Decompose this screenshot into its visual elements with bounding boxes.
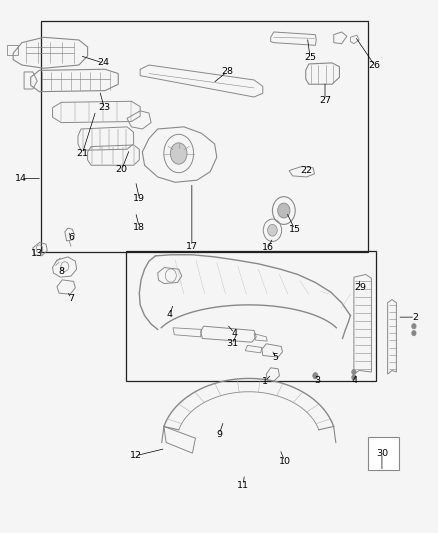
Text: 21: 21	[76, 149, 88, 158]
Ellipse shape	[170, 143, 187, 164]
Text: 10: 10	[279, 457, 291, 465]
Ellipse shape	[278, 203, 290, 218]
Text: 28: 28	[221, 68, 233, 76]
Text: 24: 24	[97, 59, 109, 67]
Text: 30: 30	[376, 449, 388, 457]
Text: 16: 16	[262, 244, 274, 252]
Text: 4: 4	[352, 376, 358, 384]
Text: 29: 29	[354, 284, 367, 292]
Text: 12: 12	[130, 451, 142, 460]
Ellipse shape	[268, 224, 277, 236]
Ellipse shape	[352, 369, 356, 375]
Text: 22: 22	[300, 166, 313, 175]
Text: 18: 18	[133, 223, 145, 231]
Text: 13: 13	[31, 249, 43, 257]
Text: 7: 7	[68, 294, 74, 303]
Text: 31: 31	[226, 340, 238, 348]
Text: 5: 5	[272, 353, 278, 361]
Ellipse shape	[412, 324, 416, 329]
Text: 19: 19	[133, 194, 145, 203]
Ellipse shape	[412, 330, 416, 336]
Text: 14: 14	[15, 174, 27, 183]
Text: 4: 4	[231, 329, 237, 337]
Text: 9: 9	[216, 430, 222, 439]
Text: 2: 2	[412, 313, 418, 321]
Text: 26: 26	[368, 61, 381, 69]
Text: 17: 17	[186, 242, 198, 251]
Ellipse shape	[313, 373, 318, 379]
Text: 8: 8	[58, 268, 64, 276]
Text: 27: 27	[319, 96, 331, 104]
Text: 23: 23	[98, 103, 110, 112]
Ellipse shape	[352, 375, 356, 380]
Text: 4: 4	[167, 310, 173, 319]
Bar	[368, 437, 399, 470]
Text: 15: 15	[289, 225, 301, 233]
Text: 11: 11	[237, 481, 249, 489]
Text: 20: 20	[116, 165, 128, 174]
Text: 6: 6	[68, 233, 74, 241]
Text: 1: 1	[262, 377, 268, 385]
Text: 3: 3	[314, 376, 321, 384]
Text: 25: 25	[304, 53, 316, 62]
